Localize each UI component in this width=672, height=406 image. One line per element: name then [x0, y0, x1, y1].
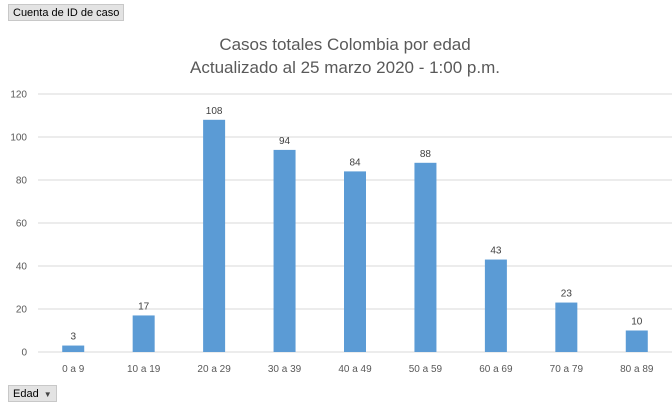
y-tick-label: 0 — [21, 348, 27, 359]
bars — [62, 119, 648, 352]
data-label: 23 — [561, 289, 573, 300]
x-tick-label: 30 a 39 — [268, 364, 302, 375]
x-tick-label: 20 a 29 — [197, 364, 231, 375]
x-tick-label: 0 a 9 — [62, 364, 85, 375]
y-axis-tick-labels: 0 20 40 60 80 100 120 — [10, 90, 27, 359]
axis-field-label: Edad — [13, 388, 39, 400]
bar — [484, 259, 507, 352]
bar — [414, 162, 437, 352]
bar — [625, 330, 648, 352]
y-tick-label: 40 — [16, 262, 28, 273]
bar — [203, 119, 226, 352]
y-tick-label: 120 — [10, 90, 27, 101]
bar — [273, 149, 296, 352]
value-field-button[interactable]: Cuenta de ID de caso — [8, 4, 125, 21]
dropdown-arrow-icon: ▼ — [43, 390, 52, 399]
y-tick-label: 80 — [16, 176, 28, 187]
chart-title: Casos totales Colombia por edad — [219, 35, 471, 54]
bar — [62, 345, 85, 352]
x-tick-label: 80 a 89 — [620, 364, 654, 375]
chart-subtitle: Actualizado al 25 marzo 2020 - 1:00 p.m. — [190, 58, 500, 77]
data-label: 84 — [349, 157, 361, 168]
value-field-label: Cuenta de ID de caso — [13, 7, 120, 19]
data-label: 43 — [490, 246, 502, 257]
data-labels: 3 17 108 94 84 88 43 23 10 — [70, 106, 642, 343]
data-label: 108 — [206, 106, 223, 117]
data-label: 3 — [70, 332, 76, 343]
data-label: 88 — [420, 149, 432, 160]
x-tick-label: 10 a 19 — [127, 364, 161, 375]
x-tick-label: 70 a 79 — [550, 364, 584, 375]
axis-field-dropdown[interactable]: Edad ▼ — [8, 385, 57, 402]
x-tick-label: 60 a 69 — [479, 364, 513, 375]
bar — [132, 315, 155, 352]
data-label: 17 — [138, 301, 150, 312]
data-label: 94 — [279, 136, 291, 147]
bar — [555, 302, 578, 352]
y-tick-label: 20 — [16, 305, 28, 316]
x-tick-label: 40 a 49 — [338, 364, 372, 375]
x-axis-tick-labels: 0 a 9 10 a 19 20 a 29 30 a 39 40 a 49 50 a 59… — [62, 364, 654, 375]
data-label: 10 — [631, 317, 643, 328]
y-tick-label: 100 — [10, 133, 27, 144]
y-tick-label: 60 — [16, 219, 28, 230]
bar — [344, 171, 366, 352]
x-tick-label: 50 a 59 — [409, 364, 443, 375]
